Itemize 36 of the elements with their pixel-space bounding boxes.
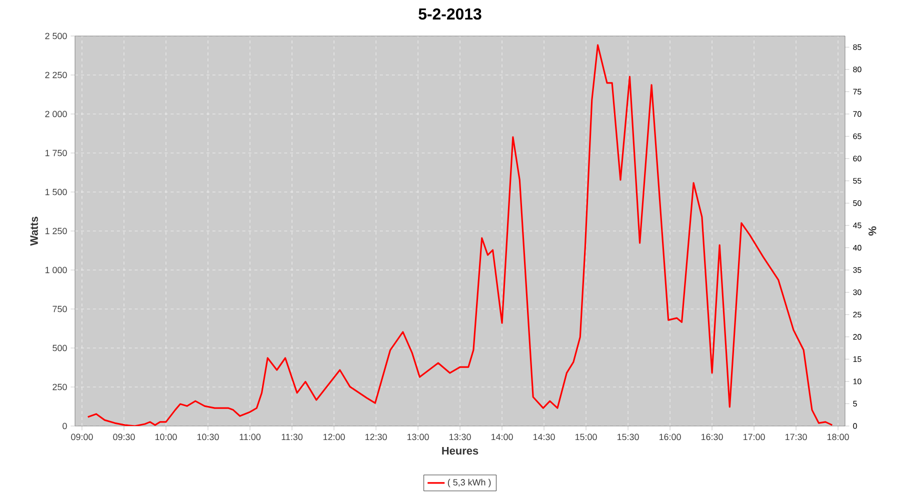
x-tick-label: 10:00 bbox=[155, 434, 177, 440]
y-tick-label: 1 750 bbox=[45, 150, 67, 156]
y-tick-label: 2 250 bbox=[45, 72, 67, 78]
y-tick-label: 250 bbox=[52, 384, 67, 390]
x-tick-label: 11:30 bbox=[282, 434, 303, 440]
x-axis-title: Heures bbox=[442, 446, 478, 455]
y-tick-label: 0 bbox=[62, 422, 67, 430]
x-tick-label: 16:30 bbox=[702, 434, 723, 440]
x-tick-label: 12:30 bbox=[365, 434, 387, 440]
x-tick-label: 17:00 bbox=[744, 434, 765, 440]
x-tick-label: 14:00 bbox=[491, 434, 513, 440]
y-axis-title: Watts bbox=[30, 216, 38, 246]
x-tick-label: 09:30 bbox=[113, 434, 135, 440]
x-tick-label: 15:00 bbox=[575, 434, 597, 440]
y-tick-label: 1 500 bbox=[45, 188, 67, 196]
x-tick-label: 18:00 bbox=[828, 434, 849, 440]
y-tick-label: 500 bbox=[52, 344, 67, 352]
y-tick-label: 1 000 bbox=[45, 266, 67, 274]
y-tick-label: 2 500 bbox=[45, 32, 67, 40]
x-tick-label: 09:00 bbox=[71, 434, 93, 440]
line-series bbox=[87, 44, 833, 426]
y2-axis-title: % bbox=[868, 226, 876, 236]
y-tick-label: 750 bbox=[52, 306, 67, 312]
x-tick-label: 15:30 bbox=[617, 434, 639, 440]
chart-title: 5-2-2013 bbox=[418, 8, 482, 20]
x-tick-label: 14:30 bbox=[533, 434, 555, 440]
x-tick-label: 11:00 bbox=[240, 434, 261, 440]
x-tick-label: 16:00 bbox=[659, 434, 681, 440]
y-tick-label: 2 000 bbox=[45, 110, 67, 118]
y-tick-label: 1 250 bbox=[45, 228, 67, 234]
x-tick-label: 17:30 bbox=[786, 434, 807, 440]
x-tick-label: 13:00 bbox=[407, 434, 429, 440]
x-tick-label: 12:00 bbox=[323, 434, 345, 440]
x-tick-label: 13:30 bbox=[449, 434, 471, 440]
x-tick-label: 10:30 bbox=[197, 434, 219, 440]
legend-label: ( 5,3 kWh ) bbox=[448, 478, 491, 488]
